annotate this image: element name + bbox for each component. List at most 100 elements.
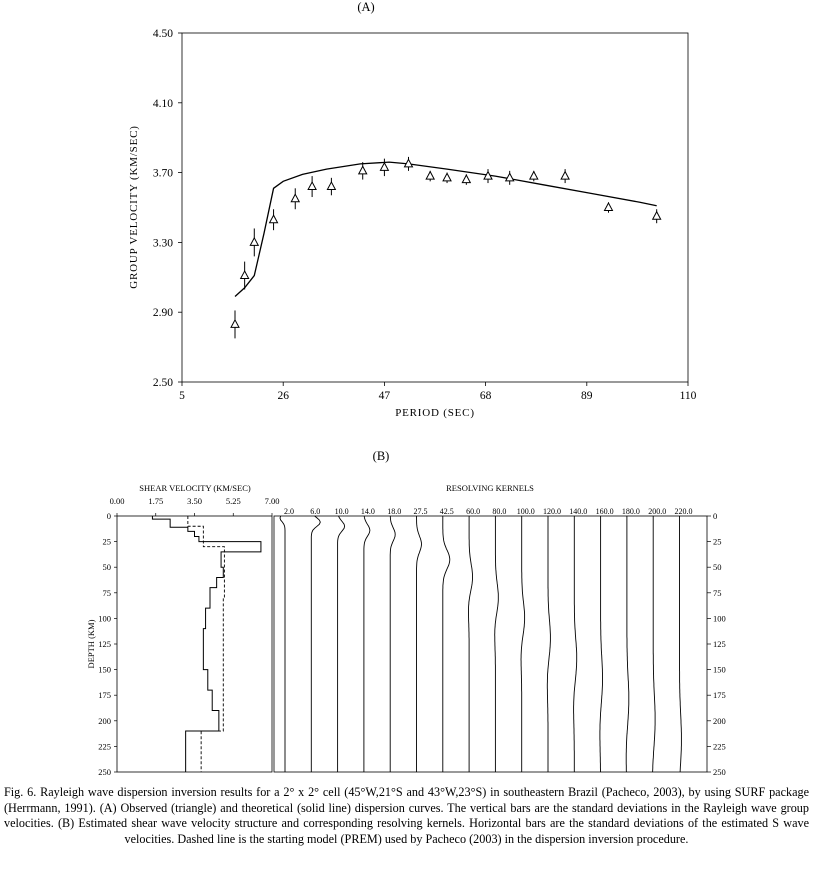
figure-caption: Fig. 6. Rayleigh wave dispersion inversi… [4,785,809,846]
observed-point [307,176,317,198]
observed-dispersion-points [230,156,662,339]
observed-point [290,188,301,210]
triangle-marker [357,165,368,175]
depth-axis-right: 0 25 50 75 100 125 150 175 200 225 250 [707,511,726,777]
kernel: 100.0 [517,507,535,772]
kernel-curve [337,515,346,772]
depth-tick-label-right: 25 [713,537,722,547]
kernel-curve [652,516,656,773]
theoretical-curve [234,161,657,297]
triangle-marker [504,172,515,182]
depth-tick-label-right: 250 [713,767,726,777]
observed-point [357,162,368,180]
kernel-label: 2.0 [284,507,294,516]
triangle-marker [461,174,472,184]
kernel-label: 140.0 [569,507,587,516]
velocity-tick-label: 7.00 [265,496,280,506]
kernel-curve [468,516,473,772]
panel-b-label: (B) [373,449,390,463]
x-tick-label: 110 [680,390,697,402]
kernels-frame [273,515,708,773]
observed-point [461,174,472,185]
depth-tick-label-right: 125 [713,639,726,649]
y-tick-label: 2.90 [153,307,173,319]
kernel-label: 14.0 [361,507,375,516]
triangle-marker [290,193,301,203]
kernel-curve [573,516,578,772]
depth-tick-label: 50 [103,562,112,572]
observed-point [504,170,515,185]
kernel: 2.0 [279,507,294,772]
triangle-marker [379,161,390,171]
depth-tick-label: 250 [98,767,111,777]
kernel-curve [679,516,682,773]
velocity-x-axis: 0.00 1.75 3.50 5.25 7.00 [110,496,280,516]
x-tick-label: 68 [480,390,492,402]
kernel-curve [442,516,451,772]
triangle-marker [425,170,436,180]
observed-point [268,209,279,231]
triangle-marker [603,201,614,211]
depth-tick-label-right: 175 [713,690,726,700]
depth-tick-label: 150 [98,665,111,675]
resolving-kernels-title: RESOLVING KERNELS [446,483,534,493]
kernel-label: 100.0 [517,507,535,516]
kernel: 180.0 [622,507,640,773]
y-tick-label: 4.50 [153,28,173,40]
depth-tick-label: 175 [98,690,111,700]
velocity-tick-label: 5.25 [226,496,241,506]
triangle-marker [483,170,493,180]
triangle-marker [239,269,250,280]
y-tick-label: 2.50 [153,377,173,389]
observed-point [239,261,250,290]
kernel-curve [363,515,371,772]
velocity-profile-frame [116,515,273,773]
depth-tick-label-right: 100 [713,613,726,623]
kernel-curve [494,516,499,772]
observed-point [442,172,452,184]
depth-tick-label-right: 75 [713,588,722,598]
y-tick-label: 4.10 [153,98,173,110]
kernel-label: 80.0 [492,507,506,516]
triangle-marker [403,158,414,168]
kernel-label: 180.0 [622,507,640,516]
triangle-marker [230,318,240,328]
depth-tick-label: 0 [107,511,111,521]
observed-point [249,228,260,257]
kernel-curve [599,516,603,772]
velocity-tick-label: 0.00 [110,496,125,506]
depth-axis-label: DEPTH (KM) [86,619,96,668]
kernel: 18.0 [387,507,401,772]
depth-tick-label: 100 [98,613,111,623]
kernel: 27.5 [414,507,428,772]
kernel-label: 120.0 [543,507,561,516]
kernel-label: 220.0 [675,507,693,516]
kernel-curve [279,515,286,772]
starting-model-prem-line [187,516,225,772]
observed-point [403,156,414,171]
depth-tick-label: 200 [98,716,111,726]
kernel-label: 200.0 [648,507,666,516]
observed-point [528,170,539,182]
estimated-velocity-line [151,516,262,772]
triangle-marker [560,170,570,180]
observed-point [230,310,240,339]
observed-point [651,209,662,224]
theoretical-dispersion-curve [234,161,657,297]
triangle-marker [528,170,539,180]
kernel-label: 18.0 [387,507,401,516]
triangle-marker [442,172,452,182]
panel-a-label: (A) [357,0,374,14]
x-tick-label: 47 [379,390,391,402]
kernel: 6.0 [310,507,321,772]
kernel: 120.0 [543,507,561,772]
x-tick-label: 5 [179,390,185,402]
kernel-curve [389,515,396,772]
observed-point [425,170,436,182]
depth-tick-label-right: 0 [713,511,717,521]
triangle-marker [651,210,662,220]
observed-point [483,169,493,184]
kernel-label: 42.5 [440,507,454,516]
kernel-label: 6.0 [310,507,320,516]
x-tick-label: 89 [581,390,593,402]
